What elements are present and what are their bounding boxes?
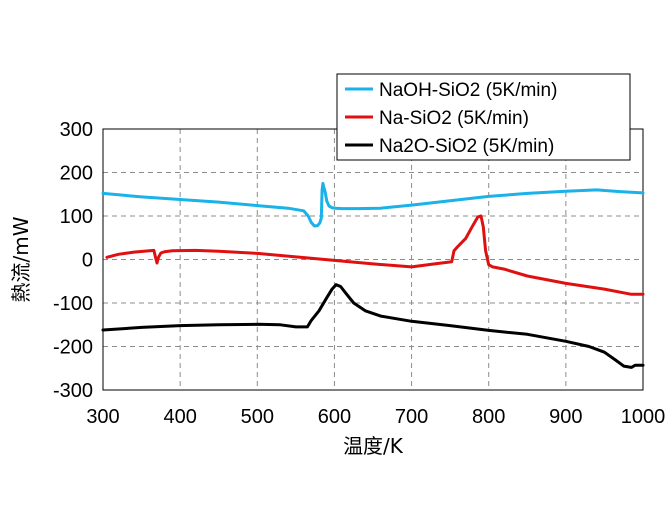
y-tick-labels: -300 -200 -100 0 100 200 300 [53, 119, 93, 402]
x-tick-label: 500 [241, 406, 274, 428]
legend-entry: Na2O-SiO2 (5K/min) [379, 136, 554, 157]
legend-box [336, 73, 631, 161]
x-tick-label: 400 [163, 406, 196, 428]
series-line-2 [105, 214, 645, 296]
y-tick-label: 300 [60, 119, 93, 141]
legend-entry: NaOH-SiO2 (5K/min) [379, 80, 557, 101]
y-tick-label: -100 [53, 293, 93, 315]
x-tick-label: 800 [472, 406, 505, 428]
x-tick-label: 1000 [621, 406, 666, 428]
series-line-1 [101, 181, 645, 228]
y-tick-label: 0 [82, 250, 93, 272]
y-tick-label: -200 [53, 337, 93, 359]
legend-entry: Na-SiO2 (5K/min) [379, 108, 529, 129]
x-tick-labels: 300 400 500 600 700 800 900 1000 [86, 406, 665, 428]
x-tick-label: 900 [549, 406, 582, 428]
series-layer [101, 181, 645, 369]
x-tick-label: 700 [395, 406, 428, 428]
series-line-3 [101, 283, 645, 369]
legend: NaOH-SiO2 (5K/min) Na-SiO2 (5K/min) Na2O-S… [336, 73, 631, 161]
y-tick-label: -300 [53, 380, 93, 402]
x-axis-label: 温度/K [343, 434, 404, 458]
grid-lines [102, 128, 644, 391]
x-tick-label: 300 [86, 406, 119, 428]
y-tick-label: 100 [60, 206, 93, 228]
y-tick-label: 200 [60, 163, 93, 185]
x-tick-label: 600 [318, 406, 351, 428]
y-axis-label: 熱流/mW [9, 216, 33, 302]
